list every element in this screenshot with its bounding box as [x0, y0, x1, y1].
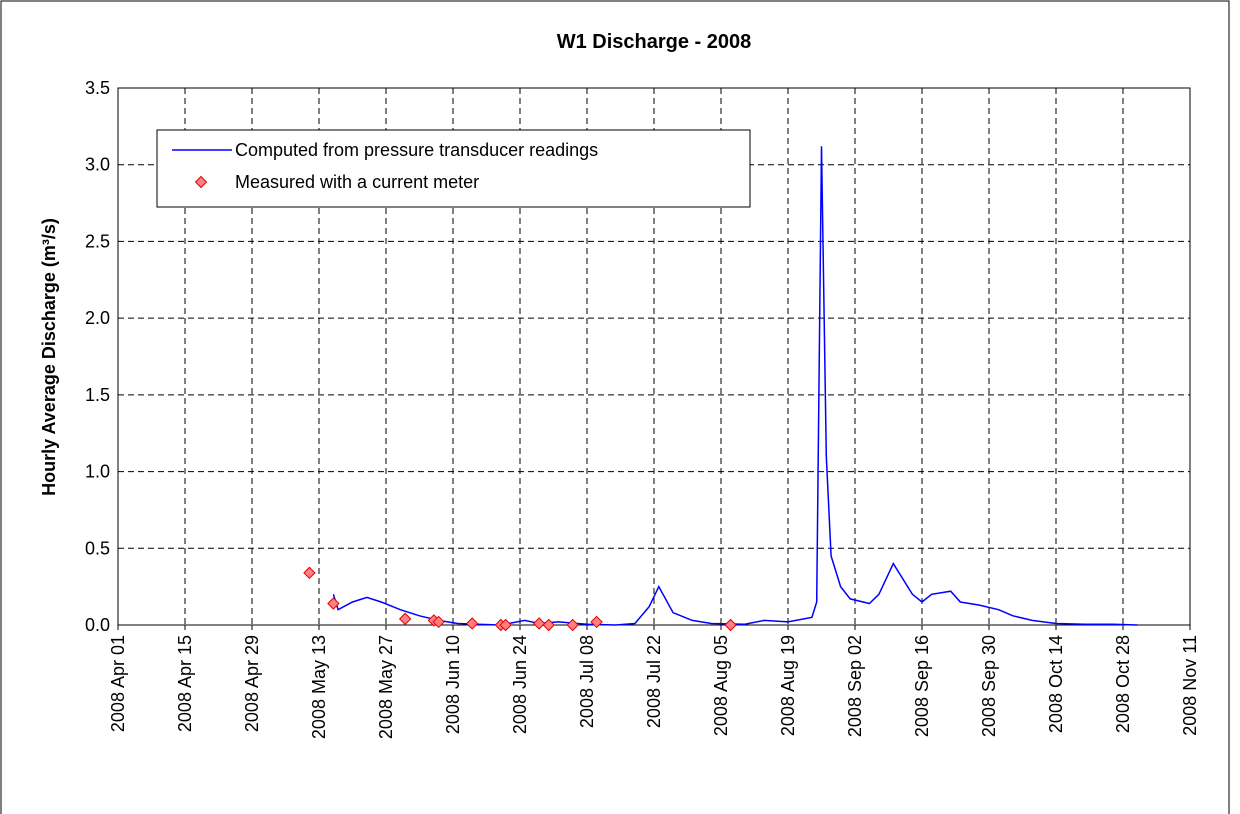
data-point: [499, 618, 512, 632]
y-axis-label: Hourly Average Discharge (m³/s): [39, 218, 59, 496]
x-tick-label: 2008 Apr 15: [175, 635, 195, 732]
legend-label: Computed from pressure transducer readin…: [235, 140, 598, 160]
data-point: [724, 618, 737, 632]
plot-frame: [117, 87, 1191, 626]
data-point: [432, 615, 445, 629]
data-point: [542, 618, 555, 632]
x-tick-label: 2008 Apr 29: [242, 635, 262, 732]
x-tick-label: 2008 Jun 24: [510, 635, 530, 734]
x-tick-label: 2008 Aug 05: [711, 635, 731, 736]
x-tick-label: 2008 Sep 02: [845, 635, 865, 737]
y-tick-label: 0.0: [85, 615, 110, 635]
x-tick-label: 2008 Jun 10: [443, 635, 463, 734]
data-point: [566, 618, 579, 632]
y-tick-label: 2.5: [85, 231, 110, 251]
chart-title: W1 Discharge - 2008: [557, 31, 752, 53]
data-point: [590, 615, 603, 629]
legend-label: Measured with a current meter: [235, 172, 479, 192]
x-tick-label: 2008 Apr 01: [108, 635, 128, 732]
data-point: [327, 597, 340, 610]
data-point: [465, 617, 479, 630]
x-tick-label: 2008 Sep 16: [912, 635, 932, 737]
y-tick-label: 3.0: [85, 155, 110, 175]
legend-box: [156, 129, 751, 208]
legend-swatch: [194, 175, 208, 189]
y-tick-label: 3.5: [85, 78, 110, 98]
y-tick-label: 1.0: [85, 462, 110, 482]
x-tick-label: 2008 May 27: [376, 635, 396, 739]
x-tick-label: 2008 Jul 08: [577, 635, 597, 728]
x-tick-label: 2008 Oct 28: [1113, 635, 1133, 733]
x-tick-label: 2008 Sep 30: [979, 635, 999, 737]
x-tick-label: 2008 Oct 14: [1046, 635, 1066, 733]
x-tick-label: 2008 May 13: [309, 635, 329, 739]
y-tick-label: 2.0: [85, 308, 110, 328]
y-tick-label: 0.5: [85, 538, 110, 558]
data-point: [398, 612, 412, 626]
data-point: [532, 617, 546, 630]
x-tick-label: 2008 Aug 19: [778, 635, 798, 736]
data-line: [332, 146, 1138, 626]
y-tick-label: 1.5: [85, 385, 110, 405]
x-tick-label: 2008 Jul 22: [644, 635, 664, 728]
x-tick-label: 2008 Nov 11: [1180, 635, 1200, 736]
data-point: [303, 566, 316, 580]
